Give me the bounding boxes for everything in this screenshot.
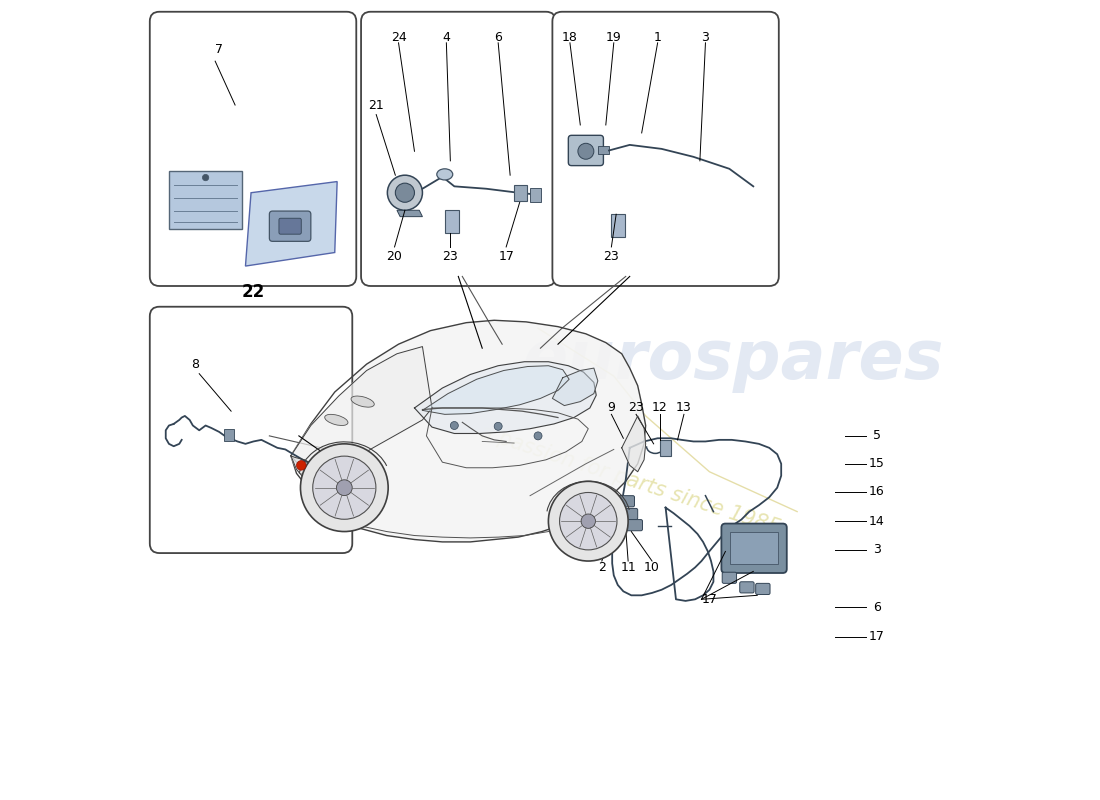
- Polygon shape: [290, 346, 432, 478]
- FancyBboxPatch shape: [627, 519, 642, 530]
- Circle shape: [297, 461, 306, 470]
- FancyBboxPatch shape: [552, 12, 779, 286]
- Circle shape: [581, 514, 595, 528]
- Text: eurospares: eurospares: [522, 327, 944, 393]
- FancyBboxPatch shape: [150, 306, 352, 553]
- Text: 20: 20: [386, 250, 403, 263]
- FancyBboxPatch shape: [270, 211, 311, 242]
- Text: 24: 24: [390, 30, 406, 44]
- Circle shape: [560, 493, 617, 550]
- Polygon shape: [245, 182, 337, 266]
- Text: 22: 22: [242, 283, 265, 302]
- FancyBboxPatch shape: [530, 188, 541, 202]
- Text: 18: 18: [562, 30, 578, 44]
- Polygon shape: [552, 368, 597, 406]
- Text: a passion for parts since 1985: a passion for parts since 1985: [476, 422, 782, 538]
- Polygon shape: [621, 416, 646, 472]
- FancyBboxPatch shape: [514, 185, 527, 201]
- FancyBboxPatch shape: [279, 218, 301, 234]
- FancyBboxPatch shape: [723, 572, 737, 583]
- Circle shape: [387, 175, 422, 210]
- Text: 10: 10: [645, 561, 660, 574]
- Circle shape: [578, 143, 594, 159]
- Text: 21: 21: [368, 98, 384, 111]
- Text: 17: 17: [498, 250, 514, 263]
- Text: 7: 7: [216, 42, 223, 56]
- Text: 3: 3: [702, 30, 710, 44]
- Circle shape: [494, 422, 503, 430]
- Text: 15: 15: [869, 458, 884, 470]
- FancyBboxPatch shape: [660, 440, 671, 456]
- Text: 11: 11: [620, 561, 636, 574]
- Text: 1: 1: [653, 30, 661, 44]
- FancyBboxPatch shape: [730, 532, 778, 564]
- Text: 3: 3: [873, 543, 881, 556]
- Circle shape: [300, 444, 388, 531]
- Circle shape: [312, 456, 376, 519]
- Text: 17: 17: [869, 630, 884, 643]
- FancyBboxPatch shape: [150, 12, 356, 286]
- Text: 16: 16: [869, 485, 884, 498]
- FancyBboxPatch shape: [444, 210, 459, 233]
- Text: 14: 14: [869, 514, 884, 528]
- Text: 5: 5: [873, 430, 881, 442]
- Polygon shape: [290, 456, 331, 496]
- Circle shape: [202, 174, 209, 181]
- FancyBboxPatch shape: [322, 476, 337, 487]
- Text: 23: 23: [442, 250, 459, 263]
- Text: 12: 12: [652, 402, 668, 414]
- FancyBboxPatch shape: [756, 583, 770, 594]
- FancyBboxPatch shape: [169, 171, 242, 229]
- FancyBboxPatch shape: [569, 135, 604, 166]
- Text: 9: 9: [607, 402, 615, 414]
- Circle shape: [395, 183, 415, 202]
- Circle shape: [450, 422, 459, 430]
- FancyBboxPatch shape: [739, 582, 755, 593]
- FancyBboxPatch shape: [618, 496, 635, 507]
- Text: 13: 13: [676, 402, 692, 414]
- FancyBboxPatch shape: [610, 214, 625, 237]
- Polygon shape: [290, 320, 646, 542]
- Text: 17: 17: [702, 593, 717, 606]
- FancyBboxPatch shape: [361, 12, 556, 286]
- Ellipse shape: [324, 414, 348, 426]
- FancyBboxPatch shape: [224, 430, 233, 441]
- Polygon shape: [397, 210, 422, 217]
- Text: 6: 6: [494, 30, 502, 44]
- Text: 19: 19: [606, 30, 621, 44]
- FancyBboxPatch shape: [597, 146, 609, 154]
- Text: 8: 8: [191, 358, 199, 370]
- Text: 23: 23: [628, 402, 643, 414]
- Text: 2: 2: [598, 561, 606, 574]
- FancyBboxPatch shape: [621, 509, 638, 519]
- Polygon shape: [415, 362, 596, 434]
- Ellipse shape: [351, 396, 374, 407]
- Circle shape: [337, 480, 352, 495]
- Ellipse shape: [437, 169, 453, 180]
- Circle shape: [549, 482, 628, 561]
- Text: 23: 23: [604, 250, 619, 263]
- Polygon shape: [422, 366, 569, 414]
- FancyBboxPatch shape: [722, 523, 786, 573]
- Text: 4: 4: [442, 30, 450, 44]
- Circle shape: [535, 432, 542, 440]
- Text: 6: 6: [873, 601, 881, 614]
